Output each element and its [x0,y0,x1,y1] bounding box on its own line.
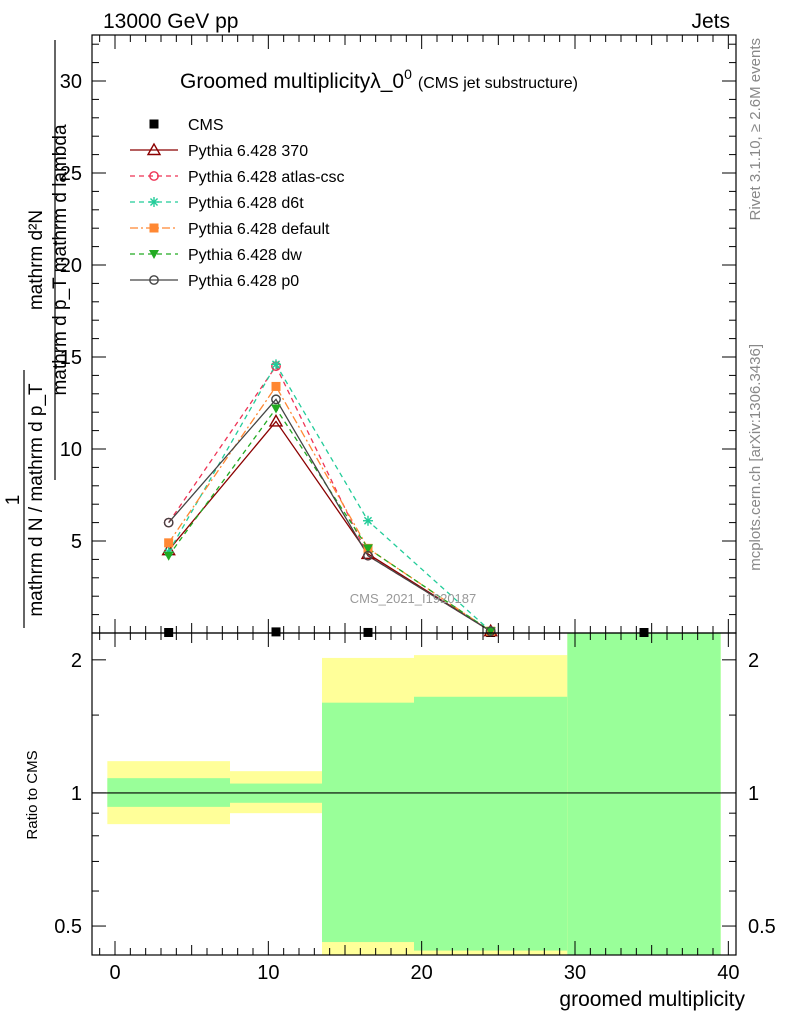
ratio-y-tick-label-right: 2 [748,650,759,672]
y-axis-label-prefactor-den: mathrm d N / mathrm d p_T [26,383,47,617]
x-tick-label: 10 [257,962,279,984]
ratio-y-tick-label: 1 [71,783,82,805]
ratio-y-tick-label: 2 [71,650,82,672]
series-line-p0 [168,398,492,632]
legend-marker-d6t [149,197,159,207]
ratio-band-inner [414,696,568,951]
y-label-prefactor-numerator: 1 [3,495,24,506]
y-axis-label-denominator: mathrm d p_T mathrm d lambda [50,124,71,395]
mc-series-lines [168,363,492,632]
main-y-tick-label: 25 [60,163,82,185]
mcplots-label: mcplots.cern.ch [arXiv:1306.3436] [747,344,764,571]
plot-title-sup: 0 [404,66,412,82]
data-point-d6t-stroke [271,360,281,369]
data-point-cms [271,627,281,637]
axis-ticks [92,35,736,955]
plot-title-main: Groomed multiplicityλ_0 [180,70,404,93]
legend: CMS Pythia 6.428 370 Pythia 6.428 atlas-cs… [130,117,345,290]
ratio-uncertainty-bands [107,633,721,955]
main-y-tick-label: 15 [60,347,82,369]
main-y-tick-label: 30 [60,71,82,93]
data-point-p0 [271,394,281,405]
mcplots-label-group: mcplots.cern.ch [arXiv:1306.3436] [747,344,764,571]
data-point-p0 [485,626,496,637]
x-tick-label: 20 [411,962,433,984]
data-point-default [164,538,174,548]
legend-label-370: Pythia 6.428 370 [188,143,308,160]
x-axis-label: groomed multiplicity [559,988,745,1011]
y-axis-label-prefactor: 1 [3,495,24,506]
data-point-d6t [271,359,281,370]
legend-label-cms: CMS [188,117,224,134]
series-line-370 [168,420,492,632]
data-point-dw [363,544,373,554]
data-point-p0 [363,550,373,561]
ratio-band-inner [567,633,721,955]
legend-marker-dw [149,250,159,259]
data-point-dw [485,627,496,637]
ratio-y-tick-label-right: 1 [748,783,759,805]
analysis-watermark: CMS_2021_I1920187 [350,591,477,606]
legend-label-default: Pythia 6.428 default [188,221,330,238]
ratio-y-label: Ratio to CMS [24,750,41,839]
rivet-label-group: Rivet 3.1.10, ≥ 2.6M events [747,38,764,221]
y-axis-label-numerator: mathrm d²N [26,210,47,310]
rivet-version-label: Rivet 3.1.10, ≥ 2.6M events [747,38,764,221]
ratio-y-tick-label-right: 0.5 [748,916,776,938]
header-right-label: Jets [691,10,730,33]
plot-title-sub: (CMS jet substructure) [418,75,578,92]
legend-label-d6t: Pythia 6.428 d6t [188,195,304,212]
y-label-numerator: mathrm d²N [26,210,47,310]
x-tick-label: 30 [564,962,586,984]
ratio-plot-frame [91,632,737,956]
data-point-default [271,381,281,391]
data-point-dw [163,551,174,561]
header-left-label: 13000 GeV pp [103,10,238,33]
legend-label-p0: Pythia 6.428 p0 [188,273,299,290]
legend-marker-cms [149,119,159,129]
x-tick-label: 40 [717,962,739,984]
legend-marker-atlas-csc [149,171,159,181]
ratio-band-inner [322,702,414,943]
main-y-tick-label: 5 [71,531,82,553]
data-point-p0 [163,517,174,528]
legend-marker-default [149,223,159,233]
data-point-d6t-stroke [363,516,373,525]
legend-label-dw: Pythia 6.428 dw [188,247,302,264]
y-label-denominator: mathrm d p_T mathrm d lambda [50,124,71,395]
axis-tick-labels: 5 10 15 20 25 30 0 10 20 30 40 0.5 0.5 1 1 2 2 [54,71,776,984]
plot-title: Groomed multiplicityλ_00 (CMS jet substru… [180,66,578,93]
main-y-tick-label: 20 [60,255,82,277]
ratio-y-tick-label: 0.5 [54,916,82,938]
data-point-dw [271,404,281,414]
legend-marker-370 [146,142,162,156]
ratio-y-label-group: Ratio to CMS [24,750,41,839]
x-tick-label: 0 [109,962,120,984]
y-label-prefactor-denominator: mathrm d N / mathrm d p_T [26,383,47,617]
legend-marker-p0 [149,275,159,285]
legend-marker-d6t-stroke [149,197,159,207]
main-y-tick-label: 10 [60,439,82,461]
series-line-d6t [168,363,492,632]
data-point-d6t [363,515,373,526]
data-point-370 [268,413,284,427]
legend-label-atlas-csc: Pythia 6.428 atlas-csc [188,169,345,186]
